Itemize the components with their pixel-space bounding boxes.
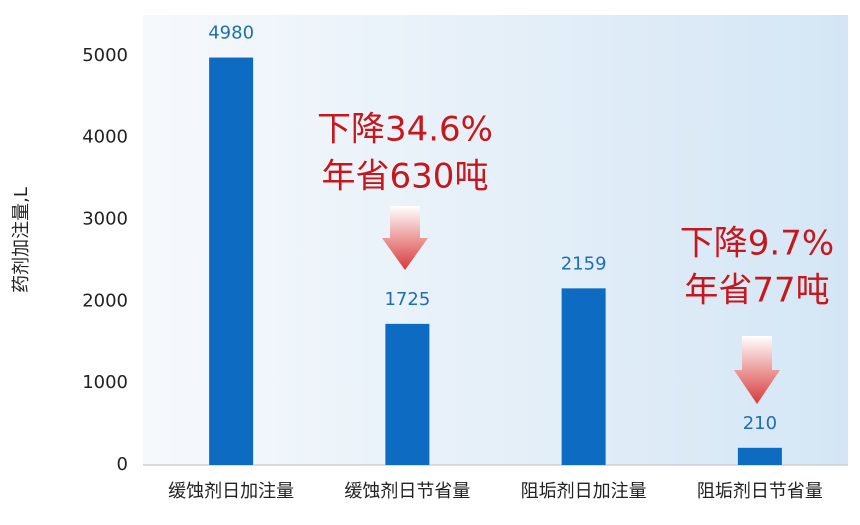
annotation: 下降34.6% — [317, 110, 493, 150]
x-tick-label: 阻垢剂日节省量 — [697, 481, 823, 502]
plot-background — [143, 15, 848, 465]
annotation: 年省77吨 — [684, 271, 829, 311]
value-label: 4980 — [208, 23, 254, 44]
value-label: 2159 — [561, 253, 607, 274]
arrow — [734, 336, 780, 404]
bar — [385, 323, 430, 465]
bar — [737, 447, 782, 465]
annotation: 下降9.7% — [680, 224, 834, 264]
value-label: 210 — [743, 413, 777, 434]
y-tick-label: 2000 — [82, 290, 128, 311]
x-tick-label: 缓蚀剂日加注量 — [168, 481, 294, 502]
y-tick-label: 3000 — [82, 209, 128, 230]
y-axis-label: 药剂加注量,L — [11, 187, 32, 293]
y-tick-label: 1000 — [82, 372, 128, 393]
y-tick-label: 5000 — [82, 45, 128, 66]
x-tick-label: 缓蚀剂日节省量 — [344, 481, 470, 502]
annotation: 年省630吨 — [322, 157, 489, 197]
bar — [209, 57, 254, 465]
arrow — [382, 206, 428, 270]
x-tick-label: 阻垢剂日加注量 — [521, 481, 647, 502]
y-tick-label: 4000 — [82, 127, 128, 148]
value-label: 1725 — [384, 289, 430, 310]
bar — [561, 288, 606, 465]
y-tick-label: 0 — [117, 454, 128, 475]
